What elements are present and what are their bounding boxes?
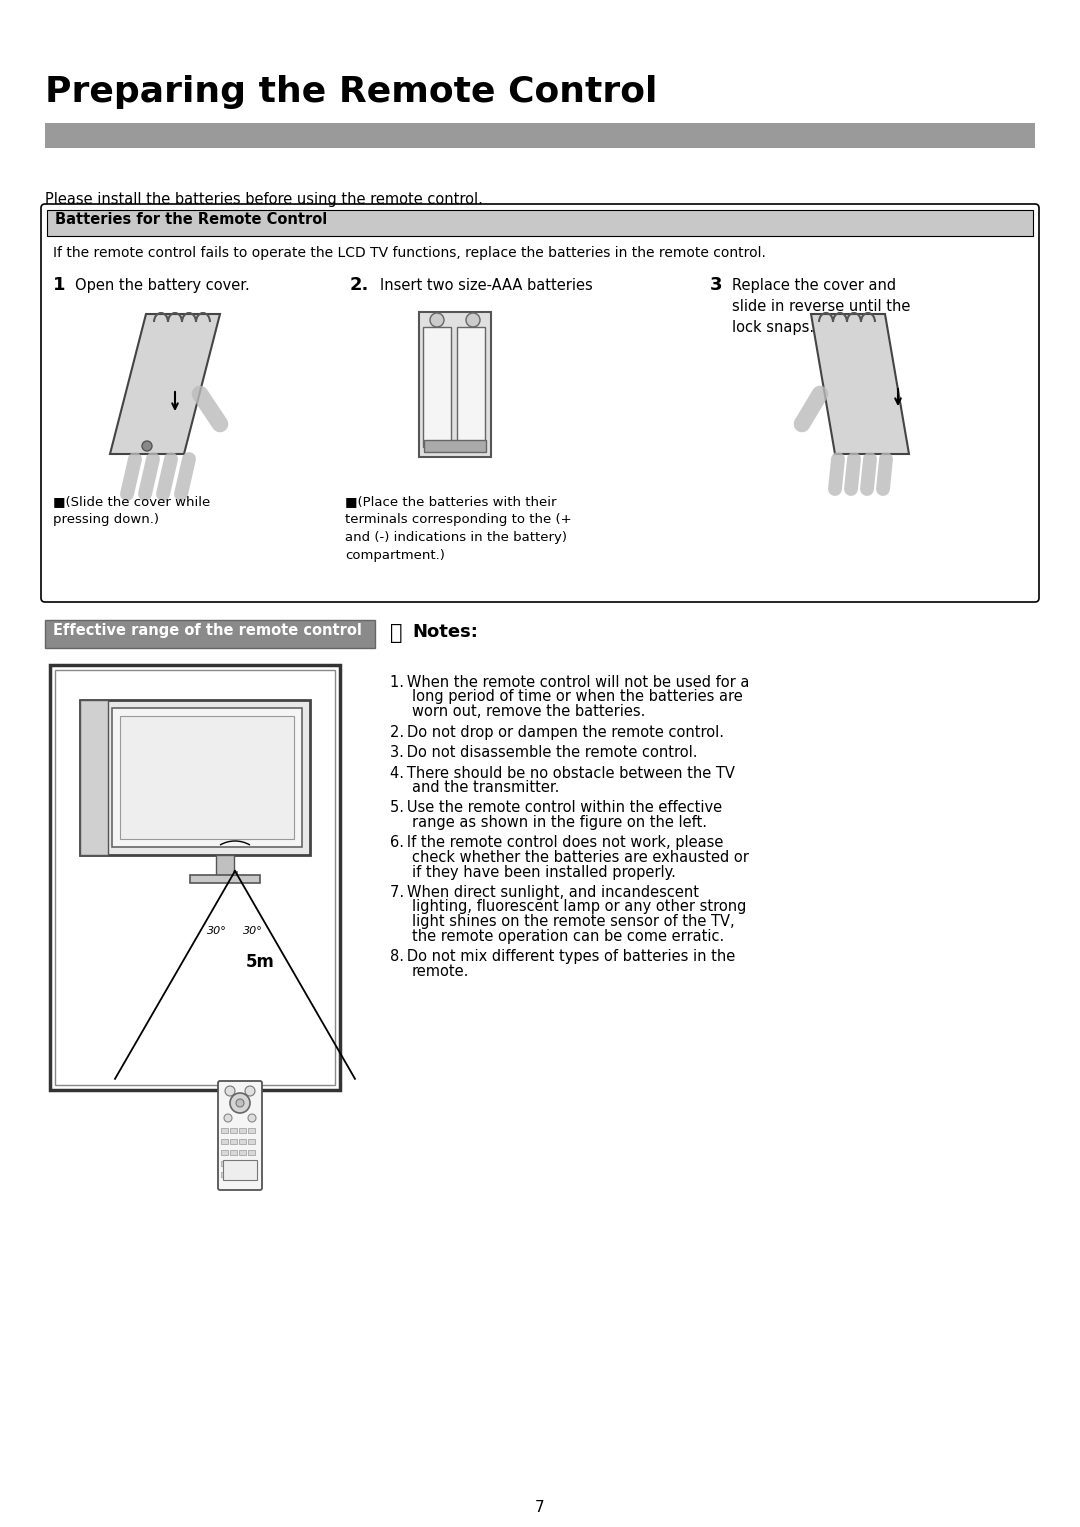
- Bar: [239, 1139, 246, 1144]
- Circle shape: [245, 1086, 255, 1096]
- Text: Batteries for the Remote Control: Batteries for the Remote Control: [55, 212, 327, 228]
- Text: Open the battery cover.: Open the battery cover.: [75, 278, 249, 293]
- FancyBboxPatch shape: [41, 205, 1039, 602]
- Text: ■(Place the batteries with their
terminals corresponding to the (+
and (-) indic: ■(Place the batteries with their termina…: [345, 495, 571, 562]
- Bar: [222, 1161, 257, 1180]
- Bar: [50, 664, 340, 1090]
- Bar: [230, 1173, 237, 1177]
- Bar: [233, 870, 237, 875]
- Bar: [221, 1128, 228, 1133]
- Text: 30°: 30°: [207, 925, 227, 936]
- Polygon shape: [110, 315, 220, 454]
- Text: Notes:: Notes:: [411, 623, 477, 641]
- Bar: [80, 699, 108, 855]
- Text: worn out, remove the batteries.: worn out, remove the batteries.: [411, 704, 646, 719]
- Bar: [48, 211, 1032, 237]
- Text: Replace the cover and
slide in reverse until the
lock snaps.: Replace the cover and slide in reverse u…: [732, 278, 910, 334]
- Text: 30°: 30°: [243, 925, 262, 936]
- Polygon shape: [811, 315, 909, 454]
- Bar: [424, 440, 486, 452]
- FancyBboxPatch shape: [218, 1081, 262, 1190]
- Bar: [248, 1128, 255, 1133]
- Bar: [239, 1128, 246, 1133]
- Text: remote.: remote.: [411, 964, 470, 979]
- Bar: [221, 1139, 228, 1144]
- Bar: [423, 327, 451, 447]
- Text: the remote operation can be come erratic.: the remote operation can be come erratic…: [411, 928, 725, 944]
- Circle shape: [141, 441, 152, 450]
- Text: 5. Use the remote control within the effective: 5. Use the remote control within the eff…: [390, 800, 723, 815]
- Bar: [120, 716, 294, 838]
- Bar: [230, 1128, 237, 1133]
- Text: If the remote control fails to operate the LCD TV functions, replace the batteri: If the remote control fails to operate t…: [53, 246, 766, 260]
- Bar: [419, 312, 491, 457]
- Text: 4. There should be no obstacle between the TV: 4. There should be no obstacle between t…: [390, 765, 734, 780]
- Circle shape: [248, 1115, 256, 1122]
- Text: light shines on the remote sensor of the TV,: light shines on the remote sensor of the…: [411, 915, 734, 928]
- Text: 2.: 2.: [350, 276, 369, 295]
- Text: Please install the batteries before using the remote control.: Please install the batteries before usin…: [45, 192, 483, 208]
- Bar: [239, 1150, 246, 1154]
- Text: if they have been installed properly.: if they have been installed properly.: [411, 864, 676, 880]
- Text: 7. When direct sunlight, and incandescent: 7. When direct sunlight, and incandescen…: [390, 886, 699, 899]
- Bar: [248, 1161, 255, 1167]
- Text: range as shown in the figure on the left.: range as shown in the figure on the left…: [411, 815, 707, 831]
- Bar: [112, 709, 302, 847]
- Bar: [221, 1161, 228, 1167]
- Text: Preparing the Remote Control: Preparing the Remote Control: [45, 75, 658, 108]
- Circle shape: [465, 313, 480, 327]
- Bar: [45, 124, 1035, 148]
- Text: 3. Do not disassemble the remote control.: 3. Do not disassemble the remote control…: [390, 745, 698, 760]
- Bar: [221, 1150, 228, 1154]
- Bar: [239, 1161, 246, 1167]
- Text: ⓘ: ⓘ: [390, 623, 403, 643]
- Bar: [248, 1150, 255, 1154]
- Text: check whether the batteries are exhausted or: check whether the batteries are exhauste…: [411, 851, 748, 864]
- Bar: [248, 1139, 255, 1144]
- Text: 2. Do not drop or dampen the remote control.: 2. Do not drop or dampen the remote cont…: [390, 724, 724, 739]
- Text: 7: 7: [536, 1500, 544, 1515]
- Text: Effective range of the remote control: Effective range of the remote control: [53, 623, 362, 638]
- Circle shape: [230, 1093, 249, 1113]
- Text: 5m: 5m: [245, 953, 274, 971]
- Circle shape: [430, 313, 444, 327]
- Text: 3: 3: [710, 276, 723, 295]
- Bar: [55, 670, 335, 1086]
- Text: 8. Do not mix different types of batteries in the: 8. Do not mix different types of batteri…: [390, 948, 735, 964]
- Bar: [230, 1150, 237, 1154]
- Circle shape: [237, 1099, 244, 1107]
- Bar: [48, 211, 1032, 237]
- Text: lighting, fluorescent lamp or any other strong: lighting, fluorescent lamp or any other …: [411, 899, 746, 915]
- Bar: [190, 875, 260, 883]
- Text: 1. When the remote control will not be used for a: 1. When the remote control will not be u…: [390, 675, 750, 690]
- Text: and the transmitter.: and the transmitter.: [411, 780, 559, 796]
- Bar: [216, 855, 234, 876]
- Text: long period of time or when the batteries are: long period of time or when the batterie…: [411, 690, 743, 704]
- Bar: [221, 1173, 228, 1177]
- Text: 6. If the remote control does not work, please: 6. If the remote control does not work, …: [390, 835, 724, 851]
- Circle shape: [224, 1115, 232, 1122]
- Bar: [239, 1173, 246, 1177]
- Text: Insert two size-AAA batteries: Insert two size-AAA batteries: [380, 278, 593, 293]
- Bar: [230, 1139, 237, 1144]
- Bar: [230, 1161, 237, 1167]
- Circle shape: [225, 1086, 235, 1096]
- Bar: [45, 620, 375, 647]
- Bar: [80, 699, 310, 855]
- Bar: [248, 1173, 255, 1177]
- Text: 1: 1: [53, 276, 66, 295]
- Bar: [457, 327, 485, 447]
- Text: ■(Slide the cover while
pressing down.): ■(Slide the cover while pressing down.): [53, 495, 211, 525]
